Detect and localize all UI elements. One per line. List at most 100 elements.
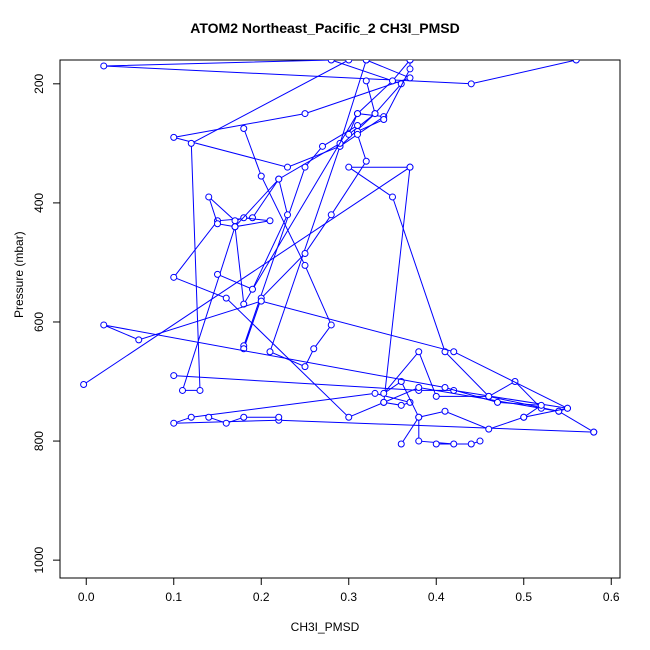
series-line (83, 166, 595, 433)
data-point (441, 407, 449, 415)
data-point (537, 401, 545, 409)
y-tick-label: 1000 (32, 546, 46, 573)
data-point (345, 413, 353, 421)
data-point (257, 297, 265, 305)
data-point (380, 389, 388, 397)
data-point (301, 110, 309, 118)
data-point (520, 413, 528, 421)
y-tick-label: 400 (32, 193, 46, 213)
data-point (354, 130, 361, 138)
data-point (371, 389, 379, 397)
x-tick-label: 0.3 (340, 590, 357, 604)
data-point (345, 130, 353, 138)
data-point (397, 440, 405, 448)
data-point (214, 270, 221, 278)
data-point (222, 294, 230, 302)
x-tick-label: 0.0 (78, 590, 95, 604)
data-point (590, 428, 598, 436)
data-point (327, 321, 335, 329)
data-point (389, 77, 396, 85)
x-tick-label: 0.4 (428, 590, 445, 604)
axes-layer: 0.0 0.1 0.2 0.3 0.4 0.5 0.6 200 400 600 800 1000 (32, 73, 620, 604)
data-point (240, 124, 248, 132)
data-point (432, 440, 440, 448)
data-point (485, 425, 493, 433)
series-line (103, 60, 577, 168)
y-tick-label: 800 (32, 431, 46, 451)
data-point (327, 60, 335, 64)
data-point (266, 217, 274, 225)
data-point (354, 121, 361, 129)
data-point (345, 163, 353, 171)
data-point (450, 440, 458, 448)
data-point (187, 139, 195, 147)
data-point (389, 193, 396, 201)
data-point (170, 133, 178, 141)
data-point (266, 348, 274, 356)
data-point (476, 437, 484, 445)
data-point (257, 172, 265, 180)
data-point (319, 142, 326, 150)
data-point (380, 116, 388, 124)
data-point (345, 60, 353, 64)
data-point (196, 386, 204, 394)
data-point (301, 250, 309, 258)
data-point (170, 372, 178, 380)
data-point (205, 413, 213, 421)
data-point (100, 321, 108, 329)
data-point (354, 110, 361, 118)
data-point (301, 261, 309, 269)
series-layer (80, 60, 598, 448)
y-tick-label: 200 (32, 73, 46, 93)
data-point (406, 60, 414, 64)
data-point (371, 110, 379, 118)
x-tick-label: 0.5 (515, 590, 532, 604)
data-point (170, 273, 178, 281)
data-point (415, 348, 423, 356)
data-point (450, 348, 458, 356)
data-point (275, 413, 283, 421)
data-point (284, 163, 291, 171)
chart-title: ATOM2 Northeast_Pacific_2 CH3I_PMSD (190, 20, 460, 36)
data-point (380, 398, 388, 406)
data-point (572, 60, 580, 64)
x-tick-label: 0.1 (165, 590, 182, 604)
data-point (415, 383, 423, 391)
data-point (327, 211, 335, 219)
data-point (310, 345, 318, 353)
data-point (231, 217, 239, 225)
data-point (187, 413, 195, 421)
series-line (383, 350, 542, 445)
series-line (172, 60, 411, 418)
data-point (432, 392, 440, 400)
data-point (467, 80, 475, 88)
data-point (441, 383, 449, 391)
data-point (362, 77, 370, 85)
data-point (240, 413, 248, 421)
data-point (415, 413, 423, 421)
y-tick-label: 600 (32, 312, 46, 332)
data-point (284, 211, 291, 219)
data-point (415, 437, 423, 445)
data-point (301, 363, 309, 371)
data-point (362, 157, 370, 165)
data-point (275, 175, 283, 183)
series-line (207, 60, 411, 306)
series-line (243, 80, 386, 368)
data-point (467, 440, 475, 448)
data-point (135, 336, 143, 344)
series-line (103, 300, 570, 445)
data-point (170, 419, 178, 427)
series-line (243, 60, 411, 349)
data-point (362, 60, 370, 64)
plot-frame (59, 59, 621, 579)
data-point (249, 214, 256, 222)
data-point (231, 223, 239, 231)
data-point (397, 401, 405, 409)
data-point (249, 285, 256, 293)
data-point (100, 62, 108, 70)
data-point (406, 163, 414, 171)
x-tick-label: 0.6 (603, 590, 620, 604)
data-point (205, 193, 213, 201)
data-point (222, 419, 230, 427)
